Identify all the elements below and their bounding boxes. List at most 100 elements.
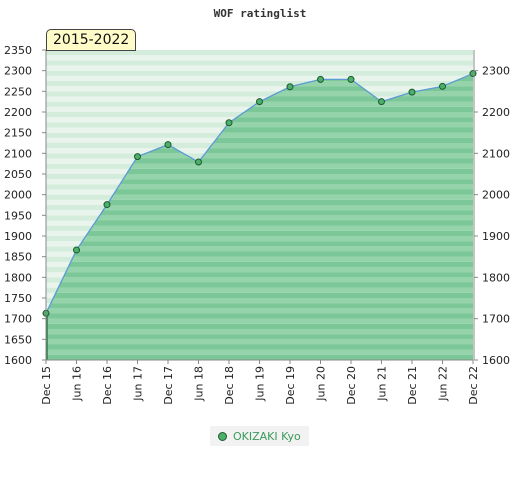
left-tick-label: 2100: [4, 147, 32, 160]
right-y-axis: 1600 1700 1800 1900 2000 2100 2200 2300: [473, 50, 510, 367]
area-band: [46, 122, 473, 128]
left-tick-label: 1650: [4, 333, 32, 346]
area-band: [46, 298, 473, 304]
x-tick-label: Jun 18: [193, 366, 206, 402]
area-band: [46, 179, 473, 185]
area-band: [46, 303, 473, 309]
legend[interactable]: OKIZAKI Kyo: [210, 426, 309, 446]
data-point: [286, 83, 294, 91]
data-point: [408, 88, 416, 96]
area-band: [46, 127, 473, 133]
left-tick-label: 2250: [4, 85, 32, 98]
area-band: [46, 184, 473, 190]
x-tick-label: Jun 20: [315, 366, 328, 402]
legend-marker-icon: [218, 431, 227, 441]
x-tick-label: Dec 15: [40, 366, 53, 405]
x-tick-label: Dec 22: [467, 366, 480, 405]
area-band: [46, 344, 473, 350]
area-band: [46, 236, 473, 242]
left-tick-label: 2050: [4, 168, 32, 181]
grid-band: [46, 81, 473, 87]
area-band: [46, 143, 473, 149]
data-point: [317, 75, 324, 83]
area-band: [46, 318, 473, 324]
left-tick-label: 1800: [4, 271, 32, 284]
area-band: [46, 205, 473, 211]
area-band: [46, 215, 473, 221]
area-band: [46, 137, 473, 143]
area-band: [46, 189, 473, 195]
area-band: [46, 323, 473, 329]
area-band: [46, 148, 473, 154]
area-band: [46, 251, 473, 257]
right-tick-label: 2000: [482, 189, 510, 202]
left-tick-label: 1750: [4, 292, 32, 305]
grid-band: [46, 60, 473, 66]
grid-band: [46, 75, 473, 81]
area-band: [46, 261, 473, 267]
area-band: [46, 153, 473, 159]
area-band: [46, 112, 473, 118]
area-band: [46, 163, 473, 169]
right-tick-label: 2100: [482, 147, 510, 160]
x-tick-label: Dec 19: [284, 366, 297, 405]
left-tick-label: 1700: [4, 313, 32, 326]
area-band: [46, 246, 473, 252]
area-band: [46, 329, 473, 335]
area-band: [46, 334, 473, 340]
data-point: [439, 82, 446, 90]
area-band: [46, 277, 473, 283]
data-point: [256, 98, 263, 106]
area-band: [46, 210, 473, 216]
left-tick-label: 2350: [4, 44, 32, 57]
left-tick-label: 2200: [4, 106, 32, 119]
x-axis: Dec 15 Jun 16 Dec 16 Jun 17 Dec 17 Jun 18 Dec …: [40, 359, 480, 405]
left-tick-label: 2300: [4, 65, 32, 78]
area-band: [46, 168, 473, 174]
area-band: [46, 158, 473, 164]
grid-band: [46, 91, 473, 97]
area-band: [46, 292, 473, 298]
area-band: [46, 220, 473, 226]
area-band: [46, 272, 473, 278]
left-tick-label: 1950: [4, 209, 32, 222]
area-band: [46, 354, 473, 360]
area-band: [46, 339, 473, 345]
left-tick-label: 2150: [4, 127, 32, 140]
left-tick-label: 1850: [4, 251, 32, 264]
area-band: [46, 230, 473, 236]
right-tick-label: 1700: [482, 313, 510, 326]
area-band: [46, 267, 473, 273]
x-tick-label: Dec 20: [345, 366, 358, 405]
data-point: [73, 246, 80, 254]
period-badge: 2015-2022: [46, 29, 137, 51]
area-band: [46, 132, 473, 138]
left-tick-label: 1600: [4, 354, 32, 367]
x-tick-label: Dec 21: [406, 366, 419, 405]
data-point: [164, 141, 172, 149]
grid-band: [46, 65, 473, 71]
area-band: [46, 199, 473, 205]
x-tick-label: Jun 21: [376, 366, 389, 402]
grid-band: [46, 86, 473, 92]
area-band: [46, 241, 473, 247]
area-band: [46, 282, 473, 288]
chart-title: WOF ratinglist: [214, 7, 307, 20]
grid-band: [46, 50, 473, 56]
right-tick-label: 1900: [482, 230, 510, 243]
x-tick-label: Jun 17: [132, 366, 145, 402]
left-tick-label: 1900: [4, 230, 32, 243]
grid-band: [46, 70, 473, 76]
right-tick-label: 2300: [482, 65, 510, 78]
area-band: [46, 256, 473, 262]
area-band: [46, 117, 473, 123]
area-band: [46, 174, 473, 180]
data-point: [378, 98, 385, 106]
area-band: [46, 313, 473, 319]
area-band: [46, 106, 473, 112]
data-point: [195, 158, 202, 166]
data-point: [134, 153, 141, 161]
area-band: [46, 194, 473, 200]
data-point: [469, 70, 477, 78]
